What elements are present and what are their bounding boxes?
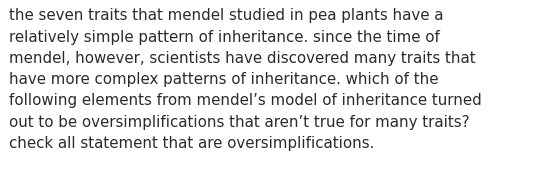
Text: the seven traits that mendel studied in pea plants have a
relatively simple patt: the seven traits that mendel studied in … bbox=[9, 8, 482, 151]
